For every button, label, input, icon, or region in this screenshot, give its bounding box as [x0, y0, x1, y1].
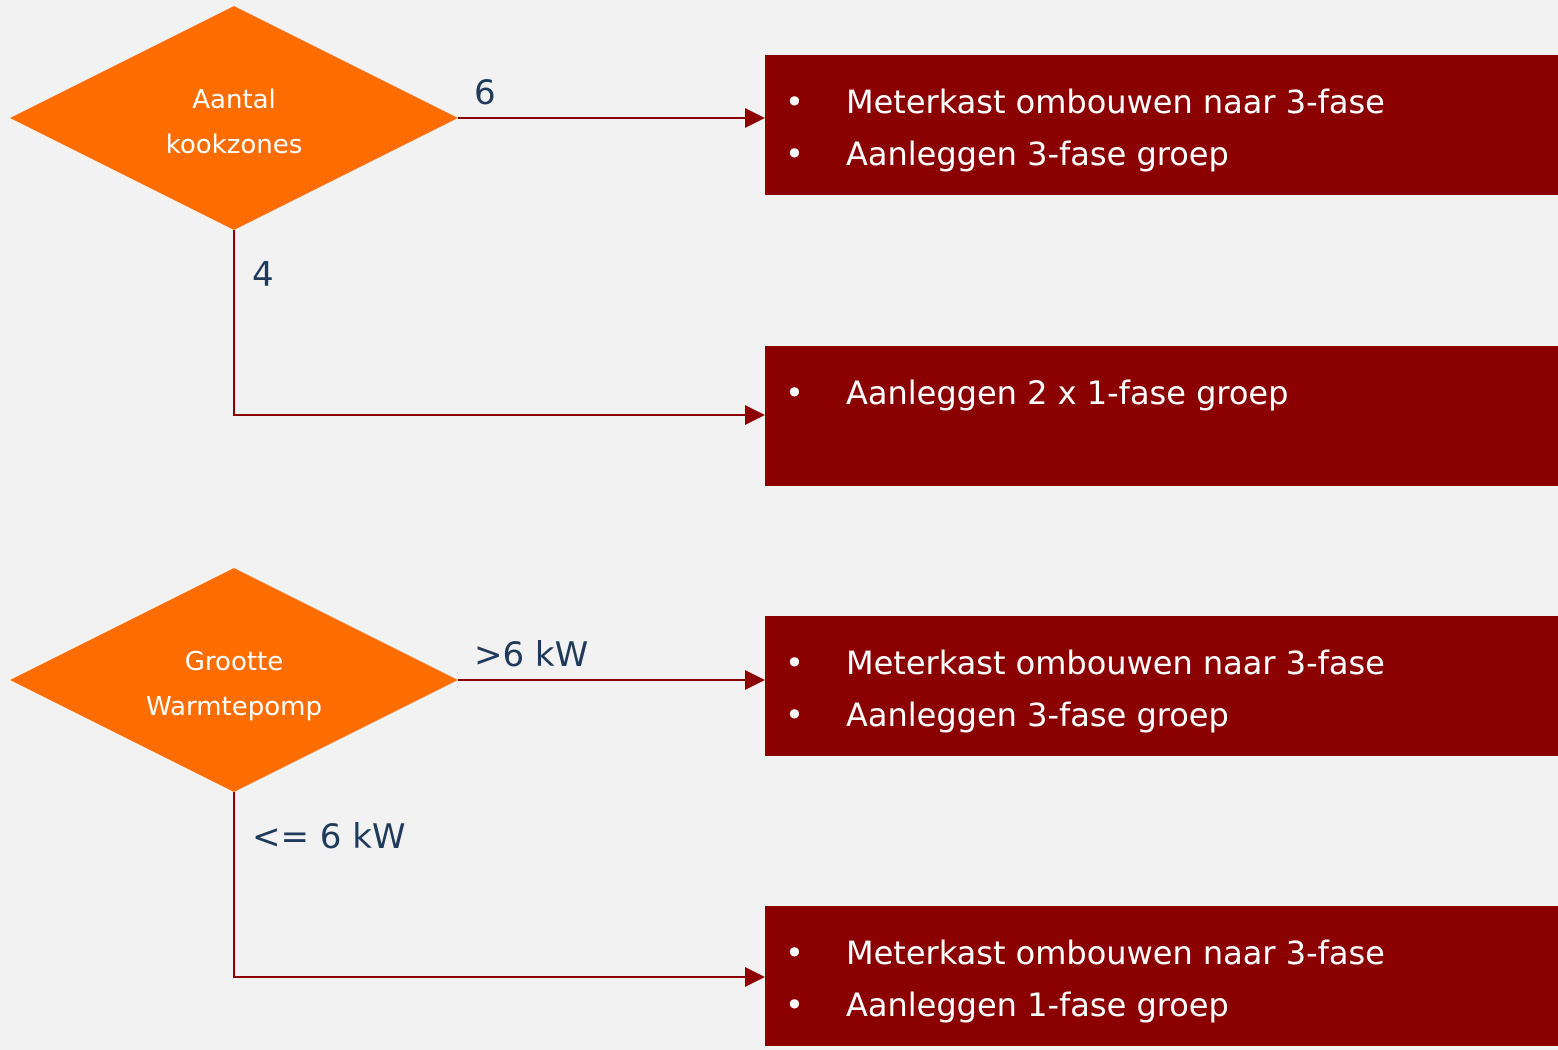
action-item: Aanleggen 3-fase groep	[846, 135, 1229, 173]
decision-label: Grootte	[185, 647, 283, 677]
action-item: Aanleggen 3-fase groep	[846, 696, 1229, 734]
bullet: •	[785, 135, 804, 173]
edge-label: <= 6 kW	[252, 817, 406, 857]
bullet: •	[785, 83, 804, 121]
action-item: Meterkast ombouwen naar 3-fase	[846, 83, 1385, 121]
bullet: •	[785, 934, 804, 972]
action-item: Aanleggen 1-fase groep	[846, 986, 1229, 1024]
action-box	[765, 55, 1558, 195]
decision-diamond	[10, 568, 458, 792]
action-box	[765, 906, 1558, 1046]
action-item: Meterkast ombouwen naar 3-fase	[846, 644, 1385, 682]
bullet: •	[785, 644, 804, 682]
edge-label: 4	[252, 255, 274, 295]
edge-label: 6	[474, 73, 496, 113]
action-box	[765, 616, 1558, 756]
decision-label: Warmtepomp	[146, 692, 322, 722]
action-item: Meterkast ombouwen naar 3-fase	[846, 934, 1385, 972]
action-item: Aanleggen 2 x 1-fase groep	[846, 374, 1288, 412]
connector	[233, 230, 765, 425]
action-box	[765, 346, 1558, 486]
bullet: •	[785, 696, 804, 734]
decision-label: kookzones	[166, 130, 303, 160]
bullet: •	[785, 986, 804, 1024]
connector	[233, 792, 765, 987]
edge-label: >6 kW	[474, 635, 588, 675]
decision-diamond	[10, 6, 458, 230]
decision-label: Aantal	[192, 85, 276, 115]
bullet: •	[785, 374, 804, 412]
